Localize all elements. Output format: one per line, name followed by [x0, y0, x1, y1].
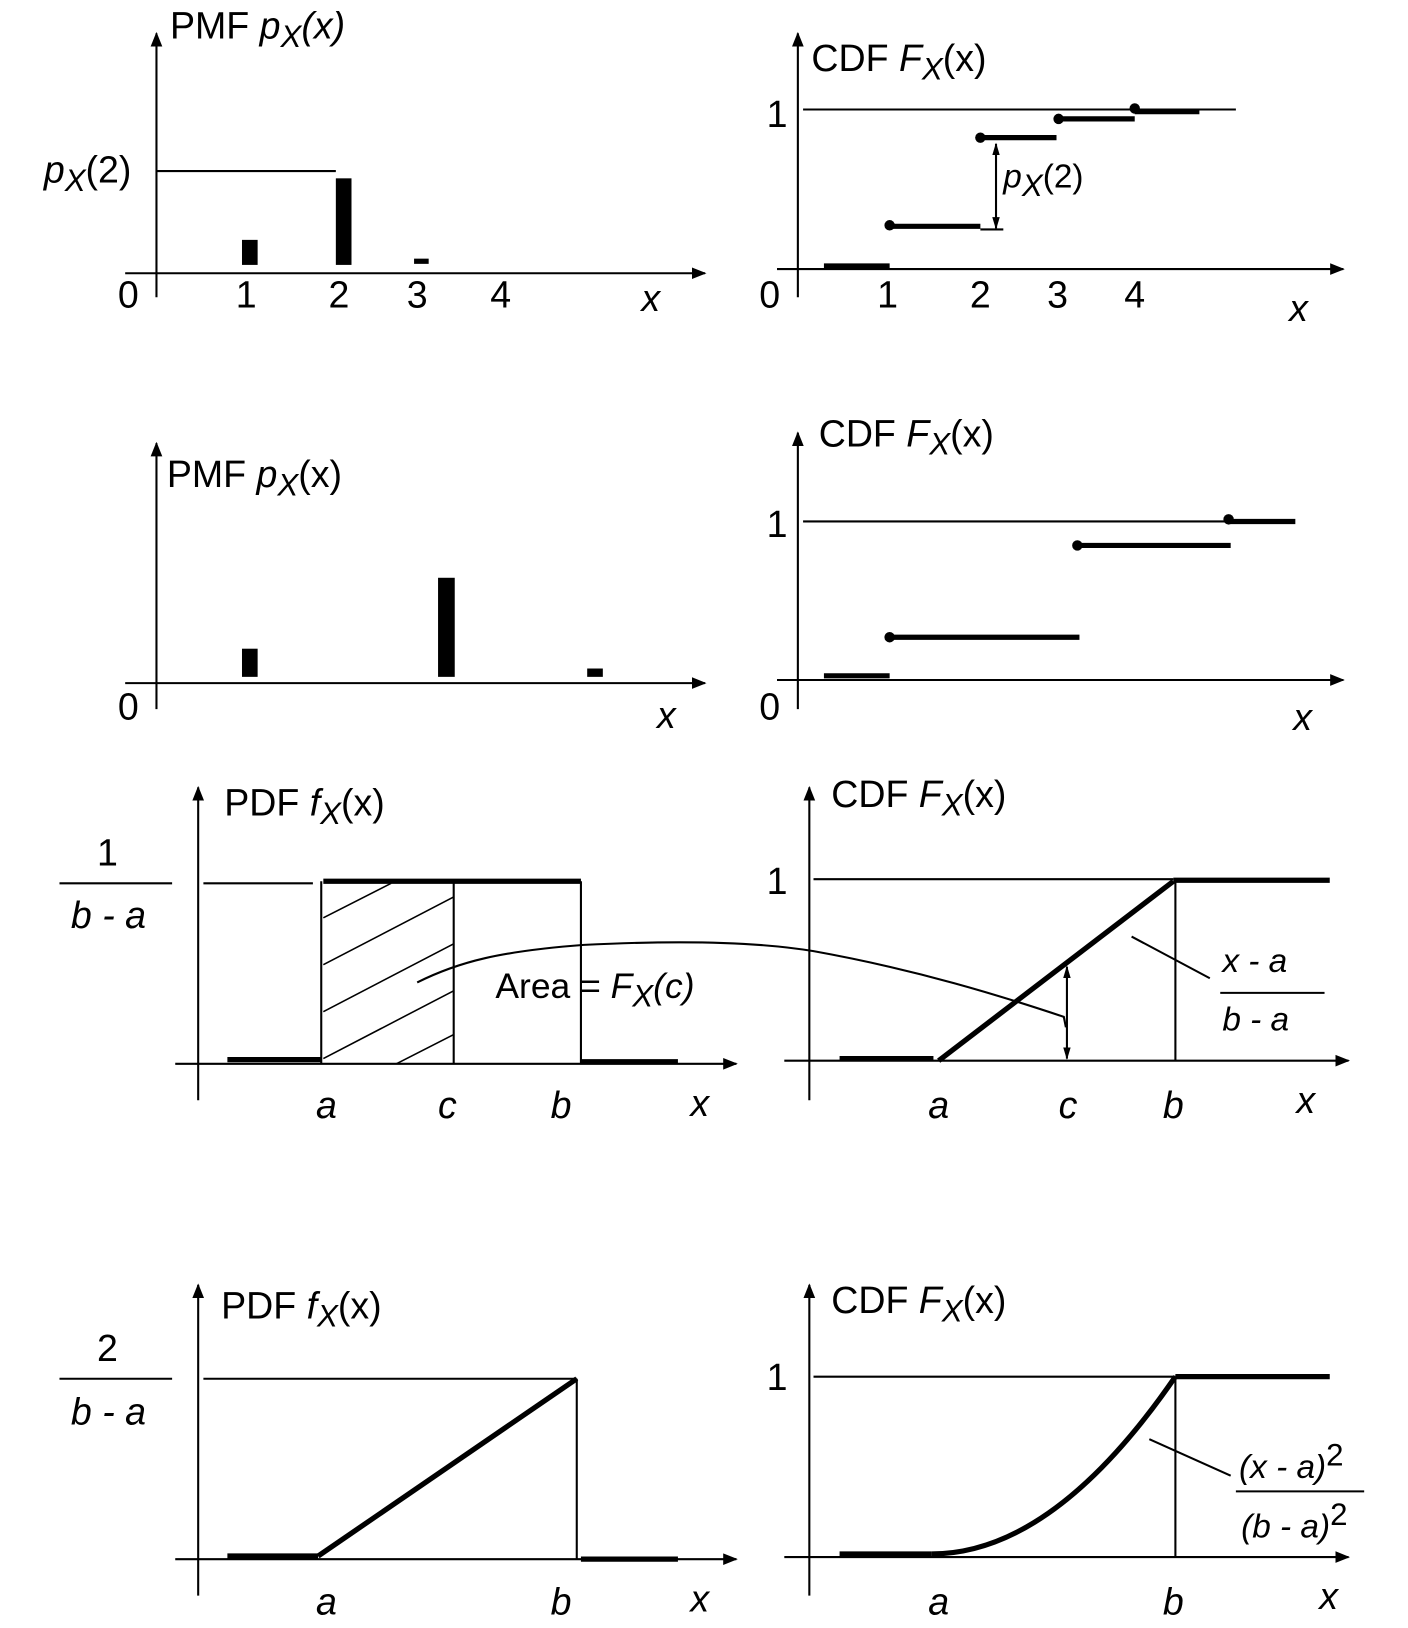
- height-denominator: b - a: [71, 1391, 146, 1433]
- x-label: x: [1317, 1575, 1339, 1617]
- x-label: x: [688, 1577, 710, 1619]
- cdf-panel-1: CDF FX(x) 1 pX(2) 0 1 2 3 4 x: [759, 31, 1345, 329]
- jump-label: pX(2): [1002, 159, 1083, 203]
- pdf-title: PDF fX(x): [224, 782, 385, 831]
- hatched-area: [322, 882, 455, 1065]
- x-label: x: [688, 1082, 710, 1124]
- tick-c: c: [1059, 1084, 1078, 1126]
- step-dot: [1053, 113, 1064, 125]
- step-dot: [884, 632, 895, 643]
- cdf-curve: [931, 1375, 1178, 1557]
- x-label: x: [1294, 1079, 1316, 1121]
- x-label: x: [1287, 287, 1309, 329]
- cdf-panel-2: CDF FX(x) 1 0 x: [759, 412, 1345, 738]
- cdf-steps: [823, 103, 1200, 269]
- tick-0: 0: [118, 686, 139, 728]
- tick-4: 4: [1124, 274, 1145, 316]
- tick-b: b: [1163, 1084, 1184, 1126]
- step-dot: [975, 132, 986, 143]
- area-label: Area = FX(c): [495, 966, 694, 1013]
- tick-a: a: [928, 1580, 949, 1622]
- formula-denominator: (b - a)2: [1241, 1497, 1347, 1546]
- tick-4: 4: [490, 274, 511, 316]
- formula-numerator: (x - a)2: [1239, 1437, 1344, 1486]
- height-numerator: 1: [97, 832, 118, 874]
- pmf-bar-3: [414, 258, 429, 264]
- cdf-title: CDF FX(x): [819, 412, 994, 461]
- tick-b: b: [1163, 1580, 1184, 1622]
- tick-a: a: [316, 1084, 337, 1126]
- x-label: x: [639, 277, 661, 319]
- pdf-title: PDF fX(x): [221, 1284, 382, 1333]
- tick-2: 2: [329, 274, 350, 316]
- pmf-bar-2: [335, 178, 352, 265]
- cdf-title: CDF FX(x): [831, 773, 1006, 822]
- triangle-cdf-panel: CDF FX(x) 1 (x - a)2 (b - a)2 a b x: [767, 1279, 1365, 1622]
- tick-0: 0: [759, 274, 780, 316]
- cdf-title: CDF FX(x): [831, 1279, 1006, 1328]
- pmf-bar-2: [438, 577, 455, 677]
- connector-curve: [416, 941, 1067, 1028]
- y-tick-1: 1: [767, 860, 788, 902]
- formula-denominator: b - a: [1222, 1001, 1289, 1038]
- tick-3: 3: [407, 274, 428, 316]
- pmf-title: PMF pX(x): [167, 453, 342, 502]
- tick-3: 3: [1047, 274, 1068, 316]
- tick-c: c: [438, 1084, 457, 1126]
- uniform-pdf-panel: PDF fX(x) 1 b - a a c b x Area = FX(c): [59, 782, 738, 1126]
- tick-1: 1: [877, 274, 898, 316]
- step-dot: [1129, 103, 1140, 114]
- tick-a: a: [316, 1580, 337, 1622]
- formula-numerator: x - a: [1220, 943, 1287, 980]
- pmf-bar-3: [587, 668, 603, 677]
- triangle-pdf-panel: PDF fX(x) 2 b - a a b x: [59, 1283, 738, 1622]
- formula-leader: [1148, 1438, 1232, 1477]
- tick-b: b: [551, 1580, 572, 1622]
- cdf-title: CDF FX(x): [811, 37, 986, 86]
- pmf-bar-1: [241, 239, 258, 265]
- cdf-ramp: [937, 879, 1175, 1063]
- x-label: x: [1291, 696, 1313, 738]
- y-tick-1: 1: [767, 1356, 788, 1398]
- tick-0: 0: [759, 686, 780, 728]
- step-dot: [884, 220, 895, 231]
- tick-2: 2: [970, 274, 991, 316]
- step-dot: [1223, 514, 1234, 525]
- tick-0: 0: [118, 274, 139, 316]
- x-label: x: [655, 694, 677, 736]
- pmf-marker-label: pX(2): [43, 149, 132, 198]
- uniform-cdf-panel: CDF FX(x) 1 x - a b - a a c b x: [767, 773, 1350, 1126]
- height-denominator: b - a: [71, 894, 146, 936]
- pmf-panel-1: PMF pX(x) pX(2) 0 1 2 3 4 x: [43, 5, 707, 319]
- formula-leader: [1131, 935, 1211, 980]
- pmf-bar-1: [241, 648, 258, 677]
- step-dot: [1072, 540, 1083, 551]
- height-numerator: 2: [97, 1327, 118, 1369]
- pmf-panel-2: PMF pX(x) 0 x: [118, 441, 707, 736]
- pmf-title: PMF pX(x): [170, 5, 345, 54]
- tick-1: 1: [236, 274, 257, 316]
- tick-a: a: [928, 1084, 949, 1126]
- pdf-ramp: [316, 1376, 579, 1559]
- y-tick-1: 1: [767, 93, 788, 135]
- y-tick-1: 1: [767, 503, 788, 545]
- tick-b: b: [551, 1084, 572, 1126]
